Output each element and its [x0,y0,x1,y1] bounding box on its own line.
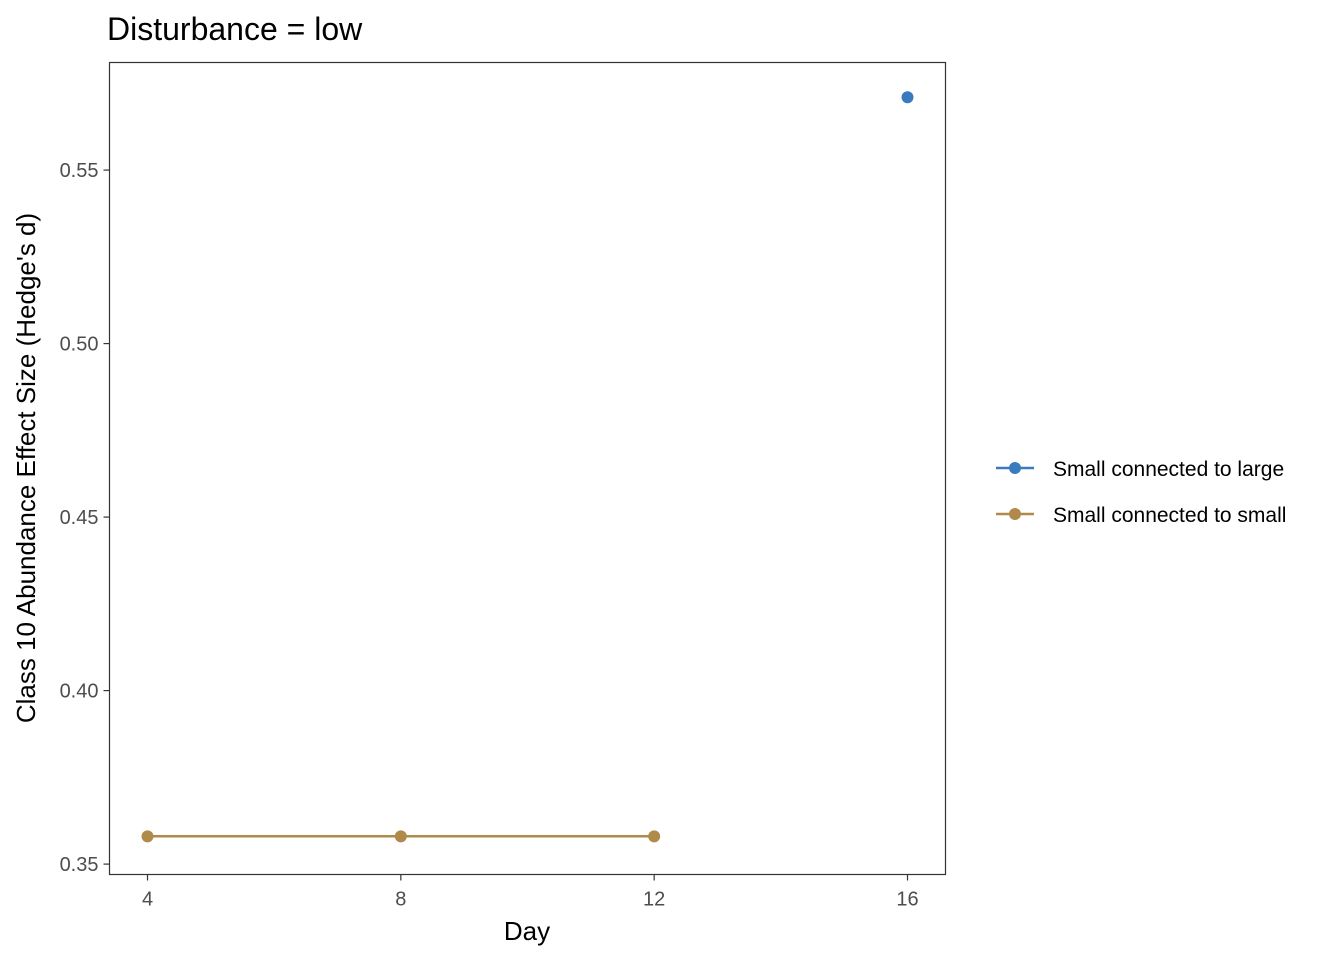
y-tick-label: 0.40 [60,681,99,703]
y-tick-label: 0.55 [60,160,99,182]
legend-label: Small connected to large [1053,458,1284,481]
y-axis-label: Class 10 Abundance Effect Size (Hedge's … [11,213,41,723]
x-axis: 4 8 12 16 [142,874,919,911]
x-tick-label: 4 [142,889,153,911]
data-point [394,830,407,843]
data-point [648,830,661,843]
data-point [141,830,154,843]
y-tick-label: 0.35 [60,854,99,876]
legend-key-point [1009,508,1021,520]
x-tick-label: 8 [395,889,406,911]
chart-title: Disturbance = low [107,11,363,47]
plot-panel [108,61,947,876]
y-tick-label: 0.45 [60,507,99,529]
x-tick-label: 12 [643,889,665,911]
legend-key-point [1009,462,1021,474]
series-layer [141,91,914,843]
x-tick-label: 16 [896,889,918,911]
legend-label: Small connected to small [1053,504,1286,527]
y-tick-label: 0.50 [60,334,99,356]
legend: Small connected to large Small connected … [996,458,1286,527]
y-axis: 0.35 0.40 0.45 0.50 0.55 [60,160,110,876]
x-axis-label: Day [504,916,550,946]
data-point [901,91,914,104]
